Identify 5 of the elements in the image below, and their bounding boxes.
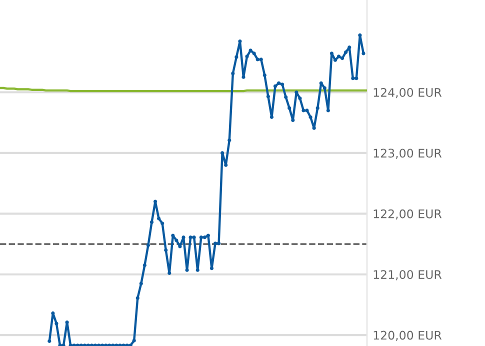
y-tick-label: 122,00 EUR (374, 209, 442, 220)
y-tick-label: 120,00 EUR (374, 330, 442, 341)
y-tick-label: 123,00 EUR (374, 148, 442, 159)
y-tick-label: 124,00 EUR (374, 88, 442, 98)
y-tick-label: 121,00 EUR (374, 270, 442, 280)
